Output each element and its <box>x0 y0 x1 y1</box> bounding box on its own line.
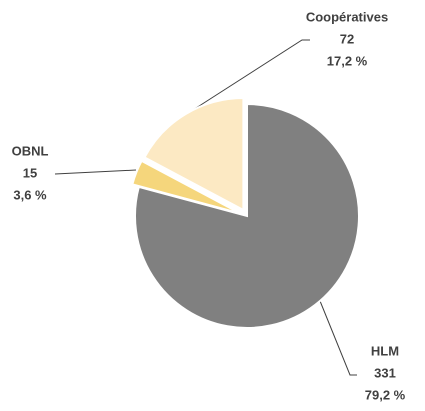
leader-line <box>54 169 137 175</box>
pie-slice <box>131 159 241 215</box>
slice-category: Coopératives <box>306 9 388 24</box>
slice-value: 15 <box>23 165 37 180</box>
slice-percent: 17,2 % <box>327 53 368 68</box>
leader-line <box>181 39 310 118</box>
pie-slice <box>143 96 245 212</box>
slice-percent: 79,2 % <box>365 387 406 402</box>
slice-percent: 3,6 % <box>13 187 47 202</box>
slice-category: OBNL <box>12 143 49 158</box>
pie-slice <box>134 102 360 329</box>
slice-value: 72 <box>340 31 354 46</box>
slice-value: 331 <box>374 365 396 380</box>
slice-category: HLM <box>371 343 399 358</box>
leader-line <box>317 295 357 376</box>
